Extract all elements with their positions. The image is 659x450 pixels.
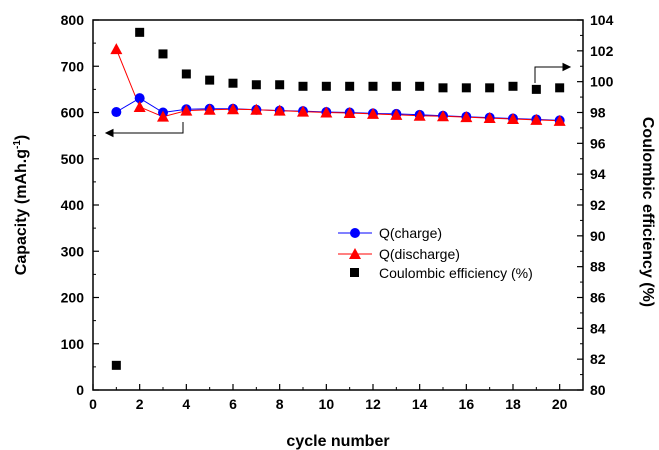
y-left-title-sup: -1 bbox=[12, 140, 23, 149]
data-point-discharge bbox=[390, 108, 403, 120]
y-axis-left-title: Capacity (mAh.g-1) bbox=[12, 135, 30, 275]
x-tick-label: 14 bbox=[412, 396, 428, 412]
data-point-efficiency bbox=[345, 81, 355, 91]
x-tick-label: 6 bbox=[229, 396, 237, 412]
legend-marker-charge bbox=[350, 228, 360, 238]
data-point-discharge bbox=[110, 43, 123, 55]
y-right-tick-label: 90 bbox=[590, 228, 606, 244]
y-right-tick-label: 82 bbox=[590, 351, 606, 367]
y-left-tick-label: 200 bbox=[61, 290, 85, 306]
legend-label-discharge: Q(discharge) bbox=[379, 246, 460, 262]
data-point-discharge bbox=[297, 105, 309, 117]
y-left-tick-label: 0 bbox=[76, 382, 84, 398]
data-point-discharge bbox=[320, 106, 333, 118]
data-point-efficiency bbox=[555, 83, 565, 93]
legend-item-discharge: Q(discharge) bbox=[338, 246, 460, 262]
data-point-discharge bbox=[203, 103, 216, 115]
data-point-efficiency bbox=[158, 49, 168, 59]
x-tick-label: 10 bbox=[319, 396, 335, 412]
data-point-discharge bbox=[460, 111, 473, 123]
data-point-discharge bbox=[483, 112, 496, 124]
x-tick-label: 8 bbox=[276, 396, 284, 412]
x-tick-label: 20 bbox=[552, 396, 568, 412]
series-marks bbox=[110, 27, 566, 370]
y-left-tick-label: 800 bbox=[61, 12, 85, 28]
y-left-tick-label: 100 bbox=[61, 336, 85, 352]
y-right-tick-label: 104 bbox=[590, 12, 614, 28]
data-point-efficiency bbox=[321, 81, 331, 91]
y-right-tick-label: 88 bbox=[590, 259, 606, 275]
data-point-efficiency bbox=[485, 83, 495, 93]
data-point-discharge bbox=[507, 112, 519, 124]
data-point-efficiency bbox=[135, 27, 145, 37]
data-point-efficiency bbox=[205, 75, 215, 85]
data-point-discharge bbox=[367, 107, 379, 119]
x-tick-label: 0 bbox=[89, 396, 97, 412]
x-tick-label: 4 bbox=[182, 396, 190, 412]
data-point-discharge bbox=[157, 110, 169, 122]
y-right-tick-label: 84 bbox=[590, 320, 606, 336]
y-left-title-main: Capacity (mAh.g bbox=[13, 149, 30, 275]
tick-group: 0 2 4 6 8 10 12 14 16 18 2001002003004005006007008… bbox=[61, 12, 614, 412]
y-right-tick-label: 86 bbox=[590, 290, 606, 306]
data-point-efficiency bbox=[391, 81, 401, 91]
y-left-tick-label: 700 bbox=[61, 58, 85, 74]
data-point-efficiency bbox=[181, 69, 191, 79]
data-point-efficiency bbox=[228, 78, 238, 88]
data-point-discharge bbox=[343, 106, 356, 118]
legend-item-charge: Q(charge) bbox=[338, 225, 442, 241]
data-point-charge bbox=[111, 107, 122, 118]
data-point-discharge bbox=[553, 114, 566, 126]
y-right-tick-label: 102 bbox=[590, 43, 614, 59]
left-axis-arrow bbox=[104, 122, 184, 138]
data-point-efficiency bbox=[298, 81, 308, 91]
y-right-tick-label: 98 bbox=[590, 105, 606, 121]
legend-label-efficiency: Coulombic efficiency (%) bbox=[379, 265, 533, 281]
y-left-tick-label: 400 bbox=[61, 197, 85, 213]
data-point-discharge bbox=[530, 113, 543, 125]
data-point-efficiency bbox=[415, 81, 425, 91]
y-right-tick-label: 92 bbox=[590, 197, 606, 213]
y-left-tick-label: 500 bbox=[61, 151, 85, 167]
data-point-discharge bbox=[227, 103, 239, 115]
data-point-charge bbox=[134, 93, 145, 104]
data-point-efficiency bbox=[251, 80, 261, 90]
data-point-efficiency bbox=[461, 83, 471, 93]
legend-label-charge: Q(charge) bbox=[379, 225, 442, 241]
legend-item-efficiency: Coulombic efficiency (%) bbox=[350, 265, 533, 281]
y-left-title-close: ) bbox=[13, 135, 30, 140]
data-point-efficiency bbox=[531, 84, 541, 94]
right-axis-arrow bbox=[534, 62, 572, 83]
data-point-discharge bbox=[413, 109, 426, 121]
y-left-tick-label: 600 bbox=[61, 105, 85, 121]
data-point-discharge bbox=[437, 110, 449, 122]
y-right-tick-label: 100 bbox=[590, 74, 614, 90]
y-axis-right-title: Coulombic efficiency (%) bbox=[639, 117, 656, 307]
legend-marker-discharge bbox=[349, 248, 361, 259]
x-tick-label: 2 bbox=[136, 396, 144, 412]
plot-area bbox=[92, 19, 584, 391]
x-tick-label: 12 bbox=[365, 396, 381, 412]
data-point-efficiency bbox=[368, 81, 378, 91]
x-tick-label: 16 bbox=[459, 396, 475, 412]
data-point-efficiency bbox=[438, 83, 448, 93]
legend-marker-efficiency bbox=[350, 268, 359, 277]
data-point-discharge bbox=[180, 104, 193, 116]
y-right-tick-label: 94 bbox=[590, 166, 606, 182]
data-point-efficiency bbox=[508, 81, 518, 91]
x-tick-label: 18 bbox=[505, 396, 521, 412]
data-point-efficiency bbox=[275, 80, 285, 90]
data-point-efficiency bbox=[111, 360, 121, 370]
data-point-discharge bbox=[250, 103, 263, 115]
x-axis-title: cycle number bbox=[286, 433, 389, 450]
data-point-discharge bbox=[273, 104, 286, 116]
y-left-tick-label: 300 bbox=[61, 243, 85, 259]
legend: Q(charge) Q(discharge) Coulombic efficie… bbox=[338, 225, 533, 281]
y-right-tick-label: 96 bbox=[590, 135, 606, 151]
data-point-discharge bbox=[133, 100, 146, 112]
y-right-tick-label: 80 bbox=[590, 382, 606, 398]
